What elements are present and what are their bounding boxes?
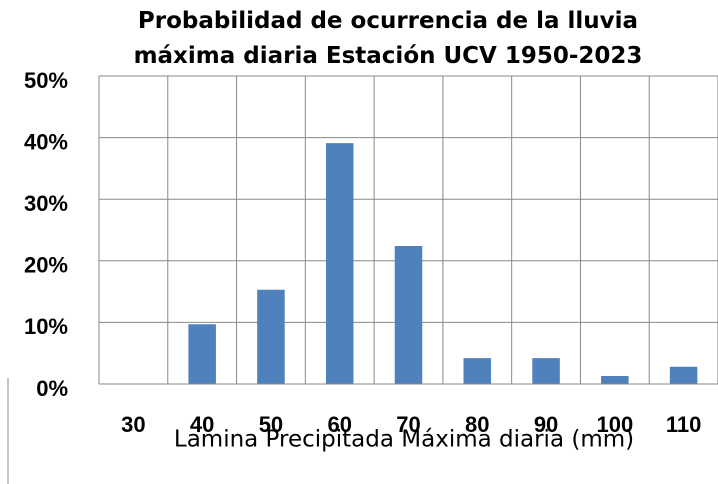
bar xyxy=(325,143,354,384)
chart-title: Probabilidad de ocurrencia de la lluvia … xyxy=(133,8,643,69)
y-tick-label: 30% xyxy=(24,191,68,216)
x-tick-label: 40 xyxy=(190,412,214,437)
bar xyxy=(532,358,560,384)
x-axis-title: Lamina Precipitada Máxima diaria (mm) xyxy=(174,427,634,453)
x-tick-label: 30 xyxy=(121,412,145,437)
bar xyxy=(257,289,285,384)
y-tick-label: 40% xyxy=(24,129,68,154)
y-tick-label: 10% xyxy=(24,314,68,339)
bar xyxy=(188,324,216,384)
x-tick-label: 60 xyxy=(327,412,351,437)
x-tick-label: 110 xyxy=(666,412,702,437)
x-tick-label: 100 xyxy=(596,412,633,437)
bar xyxy=(601,375,629,384)
y-tick-label: 0% xyxy=(36,376,68,401)
y-tick-label: 50% xyxy=(24,68,68,93)
bar xyxy=(669,366,698,384)
bar xyxy=(463,358,492,384)
x-tick-label: 90 xyxy=(534,412,558,437)
bar xyxy=(394,246,423,384)
x-tick-label: 50 xyxy=(259,412,283,437)
y-tick-label: 20% xyxy=(24,253,68,278)
x-tick-label: 70 xyxy=(396,412,420,437)
x-tick-label: 80 xyxy=(465,412,489,437)
